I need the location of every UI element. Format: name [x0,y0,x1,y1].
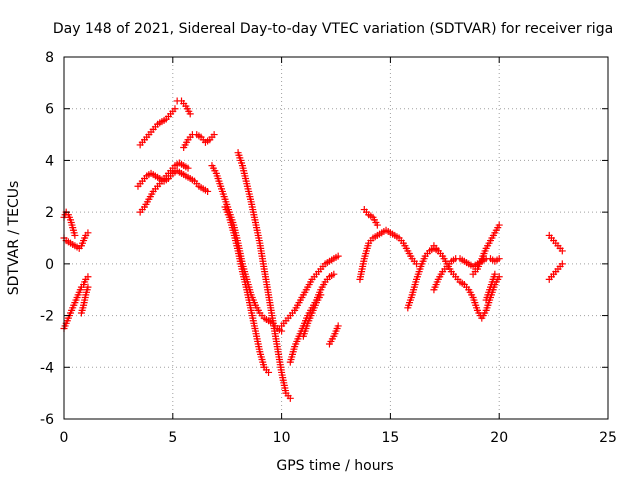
series-s9 [173,97,194,118]
data-point [84,273,92,281]
y-tick-label: 0 [45,257,54,273]
data-point [330,270,338,278]
y-tick-label: -2 [40,309,54,325]
series-s4 [77,283,92,317]
data-point [495,255,503,263]
series-s19 [404,244,442,312]
data-point [491,270,499,278]
x-tick-label: 5 [168,430,177,446]
y-axis-label: SDTVAR / TECUs [6,181,22,296]
x-tick-label: 10 [273,430,291,446]
data-point [186,110,194,118]
series-s10 [208,162,286,335]
data-point [265,368,273,376]
series-s15 [299,291,325,340]
grid [64,57,608,419]
series-s17 [356,226,421,283]
series-s13 [278,252,342,330]
series-s5 [136,105,179,149]
series-s8 [180,131,218,151]
data-point [171,105,179,113]
chart-title: Day 148 of 2021, Sidereal Day-to-day VTE… [53,21,613,37]
data-point [84,283,92,291]
series-s23 [482,270,499,304]
x-tick-label: 0 [60,430,69,446]
series-s18 [360,206,381,229]
data-point [495,221,503,229]
x-tick-label: 25 [599,430,617,446]
data-point [558,247,566,255]
x-axis-label: GPS time / hours [276,458,393,474]
y-tick-label: 8 [45,50,54,66]
data-point [286,394,294,402]
series-s11 [221,203,273,376]
series-s25 [545,260,566,283]
y-tick-label: 4 [45,153,54,169]
series-s22 [469,221,503,278]
y-tick-label: 6 [45,102,54,118]
y-tick-label: -6 [40,412,54,428]
y-tick-label: -4 [40,360,54,376]
series-s12 [234,149,294,402]
data-point [558,260,566,268]
series-s7 [136,159,192,216]
data-point [210,131,218,139]
series-s16 [325,322,342,348]
data-point [317,291,325,299]
series-s21 [430,242,503,322]
x-tick-label: 15 [381,430,399,446]
x-tick-label: 20 [490,430,508,446]
data-point [204,187,212,195]
series-s24 [545,231,566,255]
data-point [334,322,342,330]
data-point [334,252,342,260]
data-point [184,164,192,172]
series-s2 [60,208,79,239]
data-point [84,229,92,237]
data-point [71,231,79,239]
y-tick-label: 2 [45,205,54,221]
plot-frame [63,56,609,420]
data-marks [60,97,566,402]
data-point [373,221,381,229]
axis-ticks: 0 5 10 15 20 25 -6 -4 -2 0 2 4 6 8 [40,50,617,446]
